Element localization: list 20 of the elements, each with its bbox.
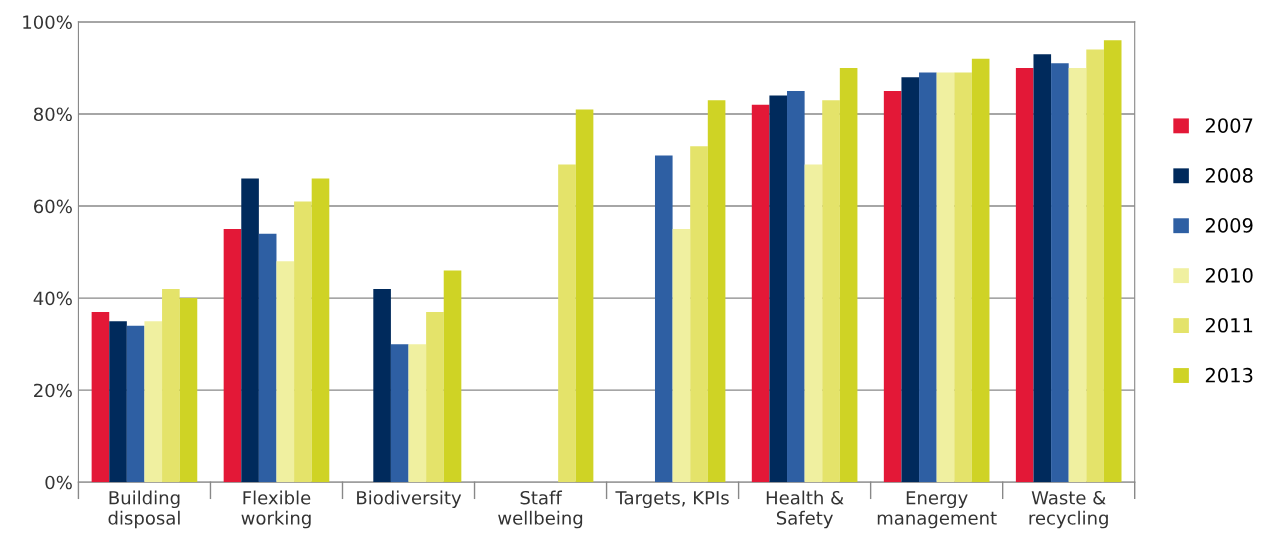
x-tick-label: Biodiversity	[357, 490, 462, 509]
legend-label: 2010	[1205, 267, 1253, 283]
legend-label: 2008	[1205, 168, 1253, 183]
legend-label: 2007	[1205, 118, 1253, 133]
x-tick-label: Energy management	[877, 491, 997, 529]
x-tick-label: Targets, KPIs	[615, 491, 729, 509]
y-tick-label: 60%	[34, 199, 72, 214]
y-tick-label: 100%	[23, 15, 72, 30]
x-tick-label: Building disposal	[108, 490, 180, 529]
x-tick-label: Staff wellbeing	[498, 490, 583, 529]
x-tick-label: Health & Safety	[766, 490, 844, 529]
y-tick-label: 0%	[45, 475, 72, 490]
legend-label: 2011	[1205, 317, 1253, 333]
x-tick-label: Waste & recycling	[1029, 490, 1108, 529]
legend-label: 2013	[1205, 367, 1253, 383]
y-tick-label: 20%	[34, 383, 72, 398]
legend-label: 2009	[1205, 218, 1253, 233]
y-tick-label: 40%	[33, 291, 72, 306]
y-tick-label: 80%	[33, 107, 72, 122]
x-tick-label: Flexible working	[241, 490, 311, 529]
